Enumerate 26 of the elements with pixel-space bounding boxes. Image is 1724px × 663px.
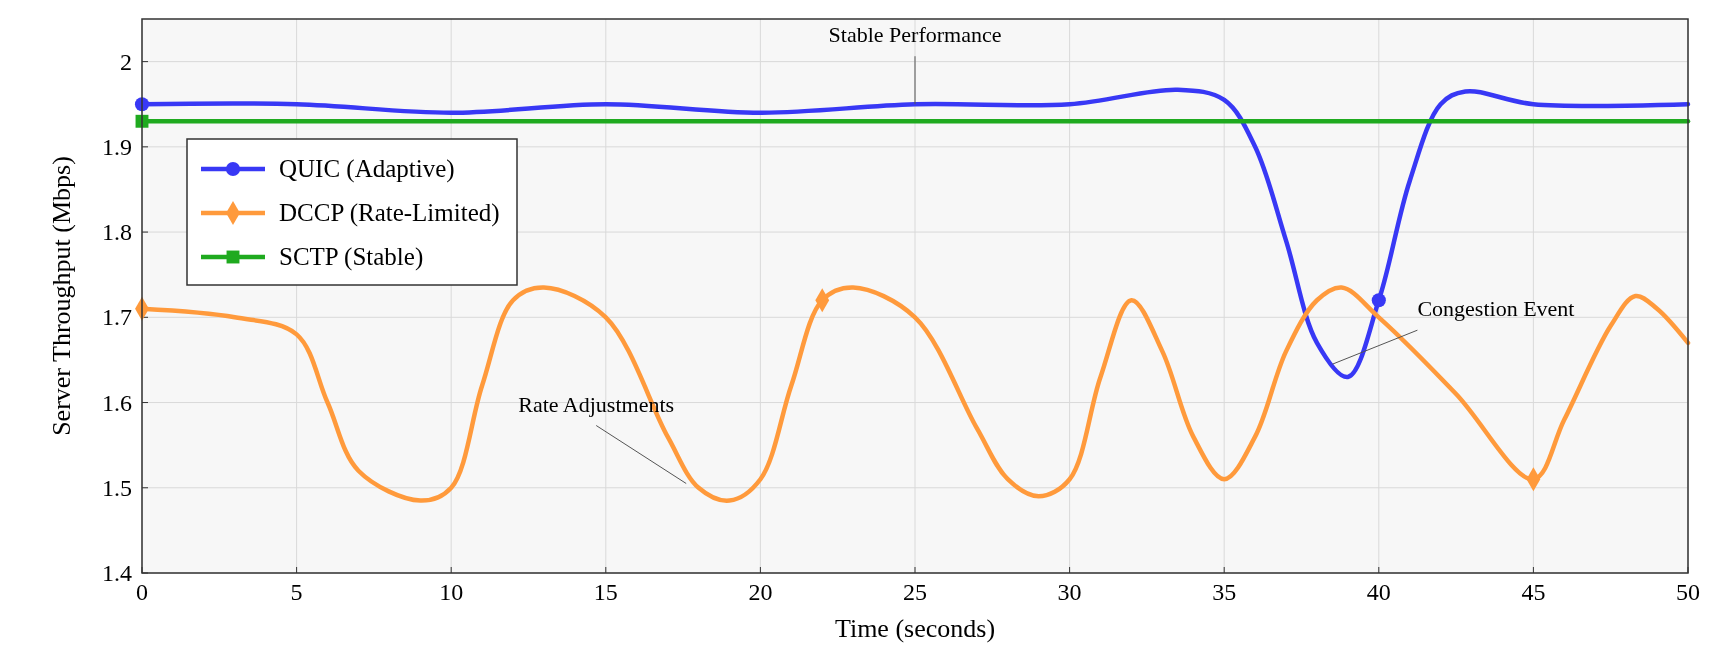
point — [1371, 293, 1386, 308]
y-tick-label: 1.9 — [102, 133, 132, 160]
x-tick-label: 40 — [1366, 579, 1391, 605]
y-tick-label: 1.7 — [102, 304, 132, 331]
annotation: Stable Performance — [828, 22, 1002, 48]
y-tick-label: 1.6 — [102, 389, 132, 416]
annotation: Congestion Event — [1417, 296, 1575, 322]
y-tick-label: 1.5 — [102, 474, 132, 501]
x-tick-label: 0 — [136, 579, 148, 605]
x-tick-label: 20 — [748, 579, 773, 605]
x-tick-label: 50 — [1676, 579, 1700, 605]
x-tick-label: 35 — [1212, 579, 1237, 605]
x-tick-label: 45 — [1521, 579, 1546, 605]
x-tick-label: 30 — [1057, 579, 1082, 605]
legend-label: QUIC (Adaptive) — [279, 155, 455, 183]
y-axis-title: Server Throughput (Mbps) — [47, 156, 76, 436]
x-axis-title: Time (seconds) — [834, 614, 996, 643]
x-tick-label: 5 — [290, 579, 303, 605]
x-tick-label: 10 — [439, 579, 464, 605]
x-tick-label: 25 — [903, 579, 927, 605]
x-tick-label: 15 — [593, 579, 618, 605]
y-tick-label: 1.4 — [102, 560, 132, 586]
legend-label: SCTP (Stable) — [279, 243, 424, 271]
y-tick-label: 2 — [120, 48, 132, 75]
legend-label: DCCP (Rate-Limited) — [279, 199, 500, 227]
y-tick-label: 1.8 — [102, 219, 132, 246]
